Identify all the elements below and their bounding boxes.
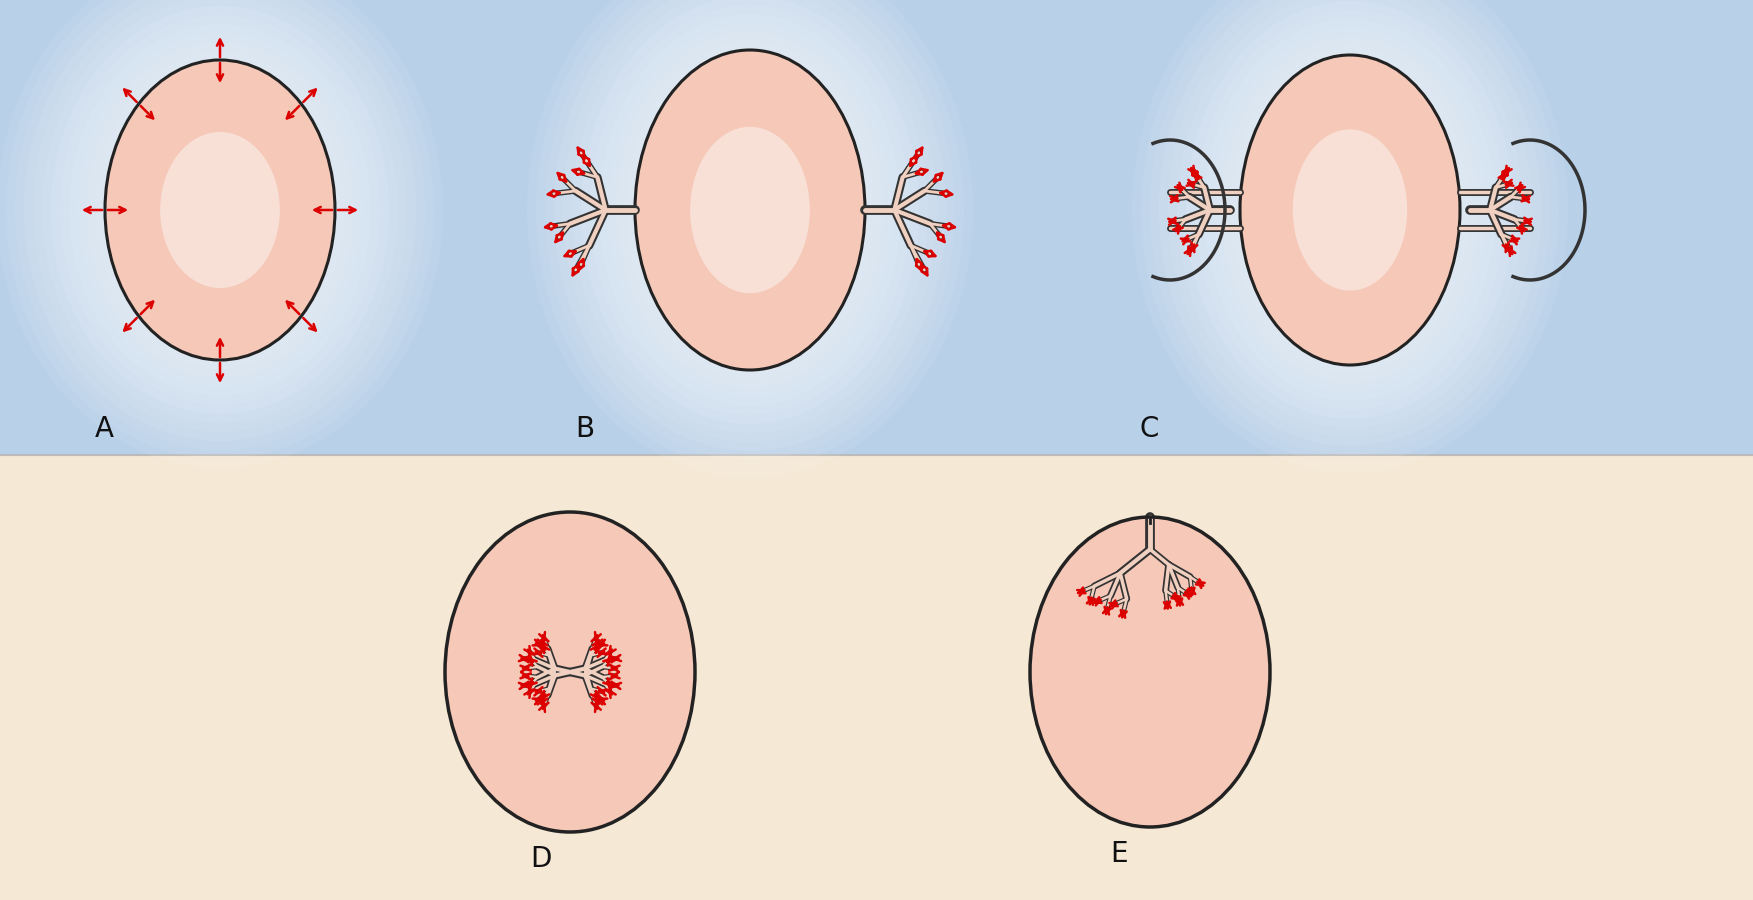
Bar — [0, 0, 1753, 455]
Ellipse shape — [1222, 37, 1478, 383]
Ellipse shape — [1167, 0, 1532, 437]
Ellipse shape — [77, 33, 363, 387]
Ellipse shape — [600, 14, 901, 406]
Ellipse shape — [1150, 0, 1550, 455]
Ellipse shape — [571, 0, 927, 433]
Ellipse shape — [1292, 130, 1408, 291]
Ellipse shape — [1176, 0, 1523, 428]
Ellipse shape — [1231, 46, 1469, 374]
Text: D: D — [529, 845, 552, 873]
Ellipse shape — [25, 0, 415, 441]
Ellipse shape — [1295, 132, 1404, 287]
Text: A: A — [95, 415, 114, 443]
Ellipse shape — [635, 50, 864, 370]
Ellipse shape — [105, 60, 335, 360]
Ellipse shape — [160, 132, 280, 288]
Ellipse shape — [608, 23, 892, 397]
Ellipse shape — [96, 51, 344, 369]
Ellipse shape — [528, 0, 973, 478]
Text: C: C — [1139, 415, 1159, 443]
Ellipse shape — [68, 24, 372, 396]
Ellipse shape — [163, 135, 277, 285]
Ellipse shape — [1141, 0, 1558, 464]
Ellipse shape — [1159, 0, 1541, 446]
Ellipse shape — [563, 0, 938, 442]
Ellipse shape — [691, 127, 810, 293]
Ellipse shape — [1204, 19, 1495, 401]
Ellipse shape — [60, 15, 380, 405]
Ellipse shape — [88, 42, 352, 378]
Ellipse shape — [0, 0, 444, 468]
Ellipse shape — [545, 0, 955, 460]
Ellipse shape — [16, 0, 424, 450]
Bar — [0, 455, 1753, 900]
Text: B: B — [575, 415, 594, 443]
Ellipse shape — [1187, 1, 1515, 419]
Ellipse shape — [1213, 28, 1487, 392]
Text: E: E — [1110, 840, 1127, 868]
Ellipse shape — [1239, 55, 1460, 365]
Ellipse shape — [626, 41, 875, 379]
Ellipse shape — [42, 0, 398, 423]
Ellipse shape — [692, 130, 808, 290]
Ellipse shape — [1132, 0, 1567, 473]
Ellipse shape — [617, 32, 884, 388]
Ellipse shape — [580, 0, 919, 424]
Ellipse shape — [591, 5, 910, 415]
Ellipse shape — [33, 0, 407, 432]
Ellipse shape — [51, 6, 389, 414]
Ellipse shape — [554, 0, 947, 451]
Ellipse shape — [1031, 517, 1269, 827]
Ellipse shape — [445, 512, 694, 832]
Ellipse shape — [536, 0, 964, 469]
Ellipse shape — [1196, 10, 1506, 410]
Ellipse shape — [5, 0, 435, 459]
